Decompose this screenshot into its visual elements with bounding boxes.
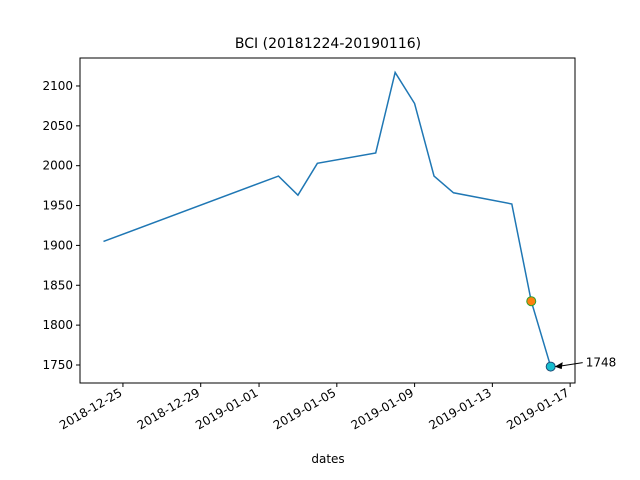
plot-frame: [79, 57, 576, 384]
highlight-point: [545, 361, 556, 372]
x-axis-label: dates: [311, 452, 344, 466]
highlight-point: [526, 296, 537, 307]
y-tick-label: 2100: [42, 79, 73, 93]
y-tick-label: 1950: [42, 199, 73, 213]
data-line: [103, 70, 552, 367]
chart-title: BCI (20181224-20190116): [235, 36, 421, 52]
y-tick-label: 2000: [42, 159, 73, 173]
y-tick-label: 1900: [42, 238, 73, 252]
y-tick-label: 1750: [42, 358, 73, 372]
annotation-arrowhead: [554, 362, 563, 370]
y-tick-label: 1800: [42, 318, 73, 332]
annotation-label: 1748: [586, 356, 617, 370]
y-tick-label: 1850: [42, 278, 73, 292]
y-tick-label: 2050: [42, 119, 73, 133]
